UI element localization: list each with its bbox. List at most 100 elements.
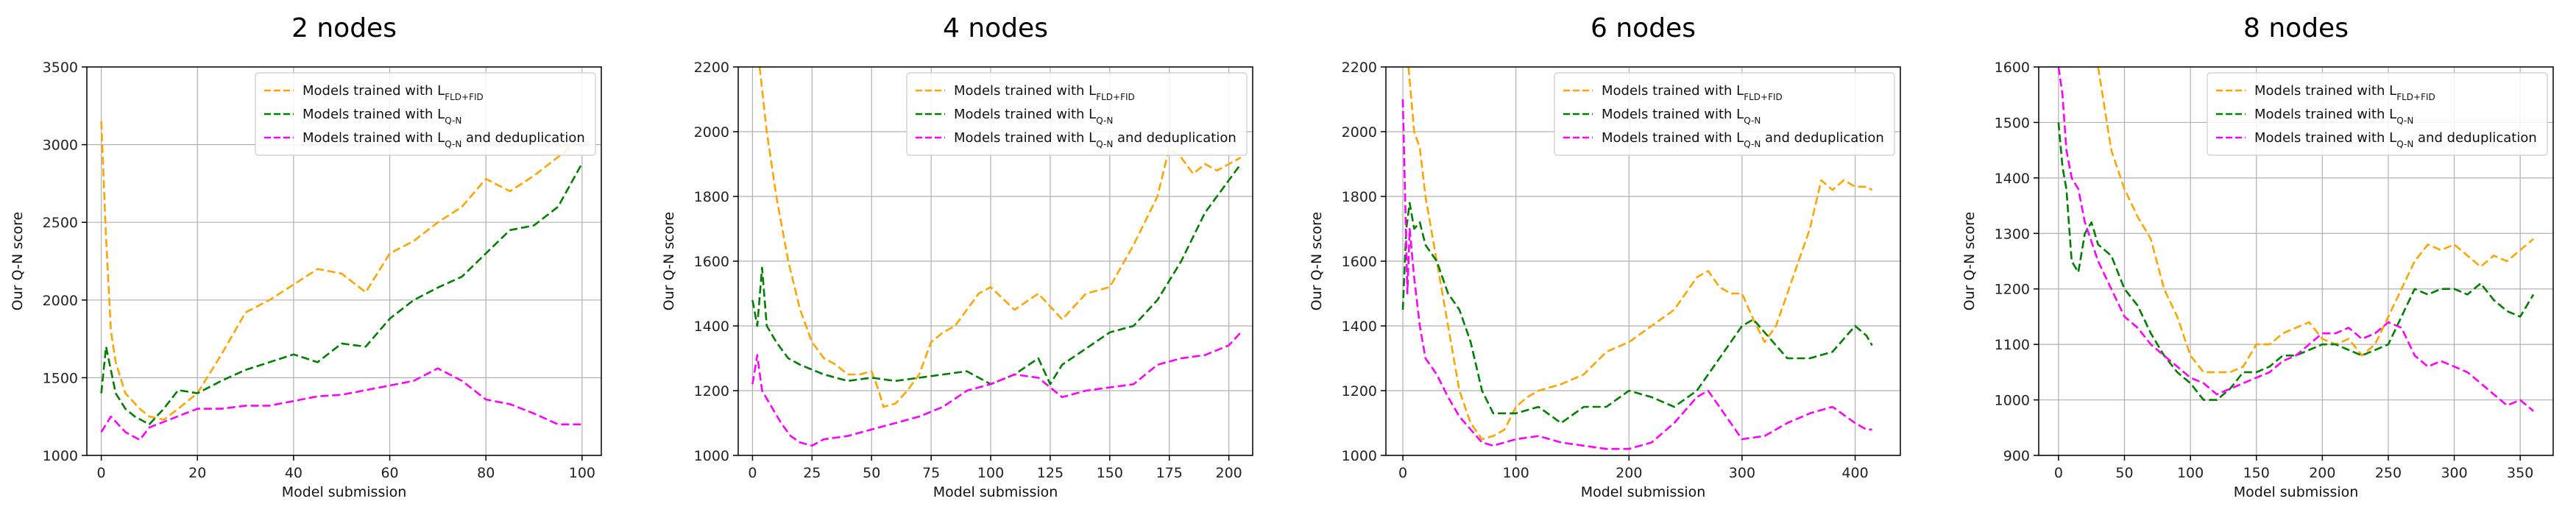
plot-frame bbox=[86, 66, 602, 456]
legend-box bbox=[1554, 72, 1895, 156]
y-tick-label: 1200 bbox=[1995, 282, 2030, 298]
legend-entry: Models trained with LQ-N and deduplicati… bbox=[954, 130, 1236, 149]
legend: Models trained with LFLD+FID Models train… bbox=[1554, 72, 1895, 156]
chart-panel-1: 2 nodes 0 20 40 60 80 100 1000 1500 2000 2500 3000 3… bbox=[10, 13, 602, 500]
x-tick-label: 25 bbox=[803, 465, 821, 481]
x-tick-label: 175 bbox=[1156, 465, 1183, 481]
y-tick-label: 2000 bbox=[43, 293, 78, 309]
y-tick-label: 1000 bbox=[1342, 448, 1377, 464]
x-axis-label: Model submission bbox=[933, 484, 1058, 500]
series-line-3 bbox=[751, 331, 1242, 447]
x-tick-label: 40 bbox=[285, 465, 302, 481]
y-tick-label: 1500 bbox=[1995, 115, 2030, 131]
y-tick-label: 1400 bbox=[694, 319, 729, 335]
chart-title: 8 nodes bbox=[2243, 13, 2349, 43]
x-tick-label: 50 bbox=[863, 465, 880, 481]
y-tick-label: 1500 bbox=[43, 370, 78, 386]
x-tick-label: 150 bbox=[1097, 465, 1123, 481]
x-tick-label: 50 bbox=[2115, 465, 2133, 481]
x-tick-label: 80 bbox=[477, 465, 495, 481]
y-tick-label: 1000 bbox=[694, 448, 729, 464]
y-axis-label: Our Q-N score bbox=[661, 212, 677, 311]
x-tick-label: 60 bbox=[381, 465, 398, 481]
plot-frame bbox=[2038, 66, 2554, 456]
series-line-3 bbox=[2057, 67, 2534, 412]
y-tick-label: 1100 bbox=[1995, 337, 2030, 353]
legend-entry: Models trained with LQ-N and deduplicati… bbox=[1602, 130, 1884, 149]
legend-entry: Models trained with LQ-N bbox=[954, 107, 1113, 126]
series-line-3 bbox=[1401, 99, 1872, 450]
y-tick-label: 1600 bbox=[1995, 60, 2030, 76]
legend-entry: Models trained with LFLD+FID bbox=[302, 83, 484, 102]
y-axis-label: Our Q-N score bbox=[10, 212, 26, 311]
x-tick-label: 100 bbox=[977, 465, 1004, 481]
y-tick-label: 1800 bbox=[694, 189, 729, 205]
chart-panel-2: 4 nodes 0 25 50 75 100 125 150 175 200 1000 1200 140… bbox=[661, 13, 1253, 500]
legend-entry: Models trained with LQ-N bbox=[2254, 107, 2413, 126]
legend-entry: Models trained with LQ-N bbox=[302, 107, 461, 126]
series-line-2 bbox=[751, 163, 1242, 386]
y-tick-label: 3500 bbox=[43, 60, 78, 76]
plot-frame bbox=[1385, 66, 1901, 456]
y-tick-label: 1400 bbox=[1995, 171, 2030, 187]
x-axis-label: Model submission bbox=[1581, 484, 1706, 500]
y-axis-label: Our Q-N score bbox=[1961, 212, 1978, 311]
chart-panel-3: 6 nodes 0 100 200 300 400 1000 1200 1400 1600 1800… bbox=[1309, 13, 1901, 500]
x-tick-label: 300 bbox=[1729, 465, 1755, 481]
x-tick-label: 150 bbox=[2243, 465, 2270, 481]
y-tick-label: 1600 bbox=[1342, 254, 1377, 270]
chart-panel-4: 8 nodes 0 50 100 150 200 250 300 350 900 1000 1100 1… bbox=[1961, 13, 2554, 500]
legend: Models trained with LFLD+FID Models train… bbox=[906, 72, 1248, 156]
y-tick-label: 2500 bbox=[43, 215, 78, 231]
y-tick-label: 1200 bbox=[694, 383, 729, 399]
x-tick-label: 200 bbox=[1616, 465, 1642, 481]
legend: Models trained with LFLD+FID Models train… bbox=[255, 72, 596, 156]
x-tick-label: 300 bbox=[2441, 465, 2467, 481]
series-line-2 bbox=[1401, 202, 1873, 425]
y-tick-label: 900 bbox=[2003, 448, 2030, 464]
legend-entry: Models trained with LQ-N bbox=[1602, 107, 1761, 126]
series-line-2 bbox=[100, 163, 584, 426]
series-line-3 bbox=[100, 367, 582, 441]
x-axis-label: Model submission bbox=[282, 484, 407, 500]
x-tick-label: 200 bbox=[2309, 465, 2335, 481]
legend-entry: Models trained with LFLD+FID bbox=[1602, 83, 1783, 102]
x-tick-label: 400 bbox=[1841, 465, 1868, 481]
legend: Models trained with LFLD+FID Models train… bbox=[2207, 72, 2548, 156]
legend-box bbox=[255, 72, 596, 156]
series-line-1 bbox=[2097, 67, 2534, 374]
legend-entry: Models trained with LQ-N and deduplicati… bbox=[302, 130, 585, 149]
y-tick-label: 2200 bbox=[1342, 60, 1377, 76]
x-tick-label: 75 bbox=[922, 465, 940, 481]
y-tick-label: 1000 bbox=[43, 448, 78, 464]
y-tick-label: 1300 bbox=[1995, 226, 2030, 242]
x-tick-label: 0 bbox=[1398, 465, 1407, 481]
y-axis-label: Our Q-N score bbox=[1309, 212, 1325, 311]
y-tick-label: 2000 bbox=[1342, 124, 1377, 141]
legend-box bbox=[906, 72, 1248, 156]
y-tick-label: 3000 bbox=[43, 138, 78, 154]
plot-frame bbox=[737, 66, 1253, 456]
series-line-1 bbox=[1407, 67, 1873, 441]
chart-title: 2 nodes bbox=[291, 13, 397, 43]
chart-title: 4 nodes bbox=[943, 13, 1048, 43]
y-tick-label: 1000 bbox=[1995, 393, 2030, 409]
x-tick-label: 100 bbox=[569, 465, 595, 481]
y-tick-label: 1200 bbox=[1342, 383, 1377, 399]
x-tick-label: 250 bbox=[2375, 465, 2402, 481]
series-line-1 bbox=[100, 121, 583, 421]
legend-entry: Models trained with LFLD+FID bbox=[954, 83, 1135, 102]
x-tick-label: 125 bbox=[1037, 465, 1064, 481]
legend-entry: Models trained with LFLD+FID bbox=[2254, 83, 2435, 102]
series-line-2 bbox=[2057, 122, 2535, 401]
x-tick-label: 200 bbox=[1216, 465, 1242, 481]
legend-box bbox=[2207, 72, 2548, 156]
y-tick-label: 1800 bbox=[1342, 189, 1377, 205]
y-tick-label: 1400 bbox=[1342, 319, 1377, 335]
legend-entry: Models trained with LQ-N and deduplicati… bbox=[2254, 130, 2537, 149]
x-tick-label: 100 bbox=[2177, 465, 2204, 481]
x-tick-label: 20 bbox=[188, 465, 206, 481]
y-tick-label: 2000 bbox=[694, 124, 729, 141]
x-tick-label: 0 bbox=[2054, 465, 2063, 481]
